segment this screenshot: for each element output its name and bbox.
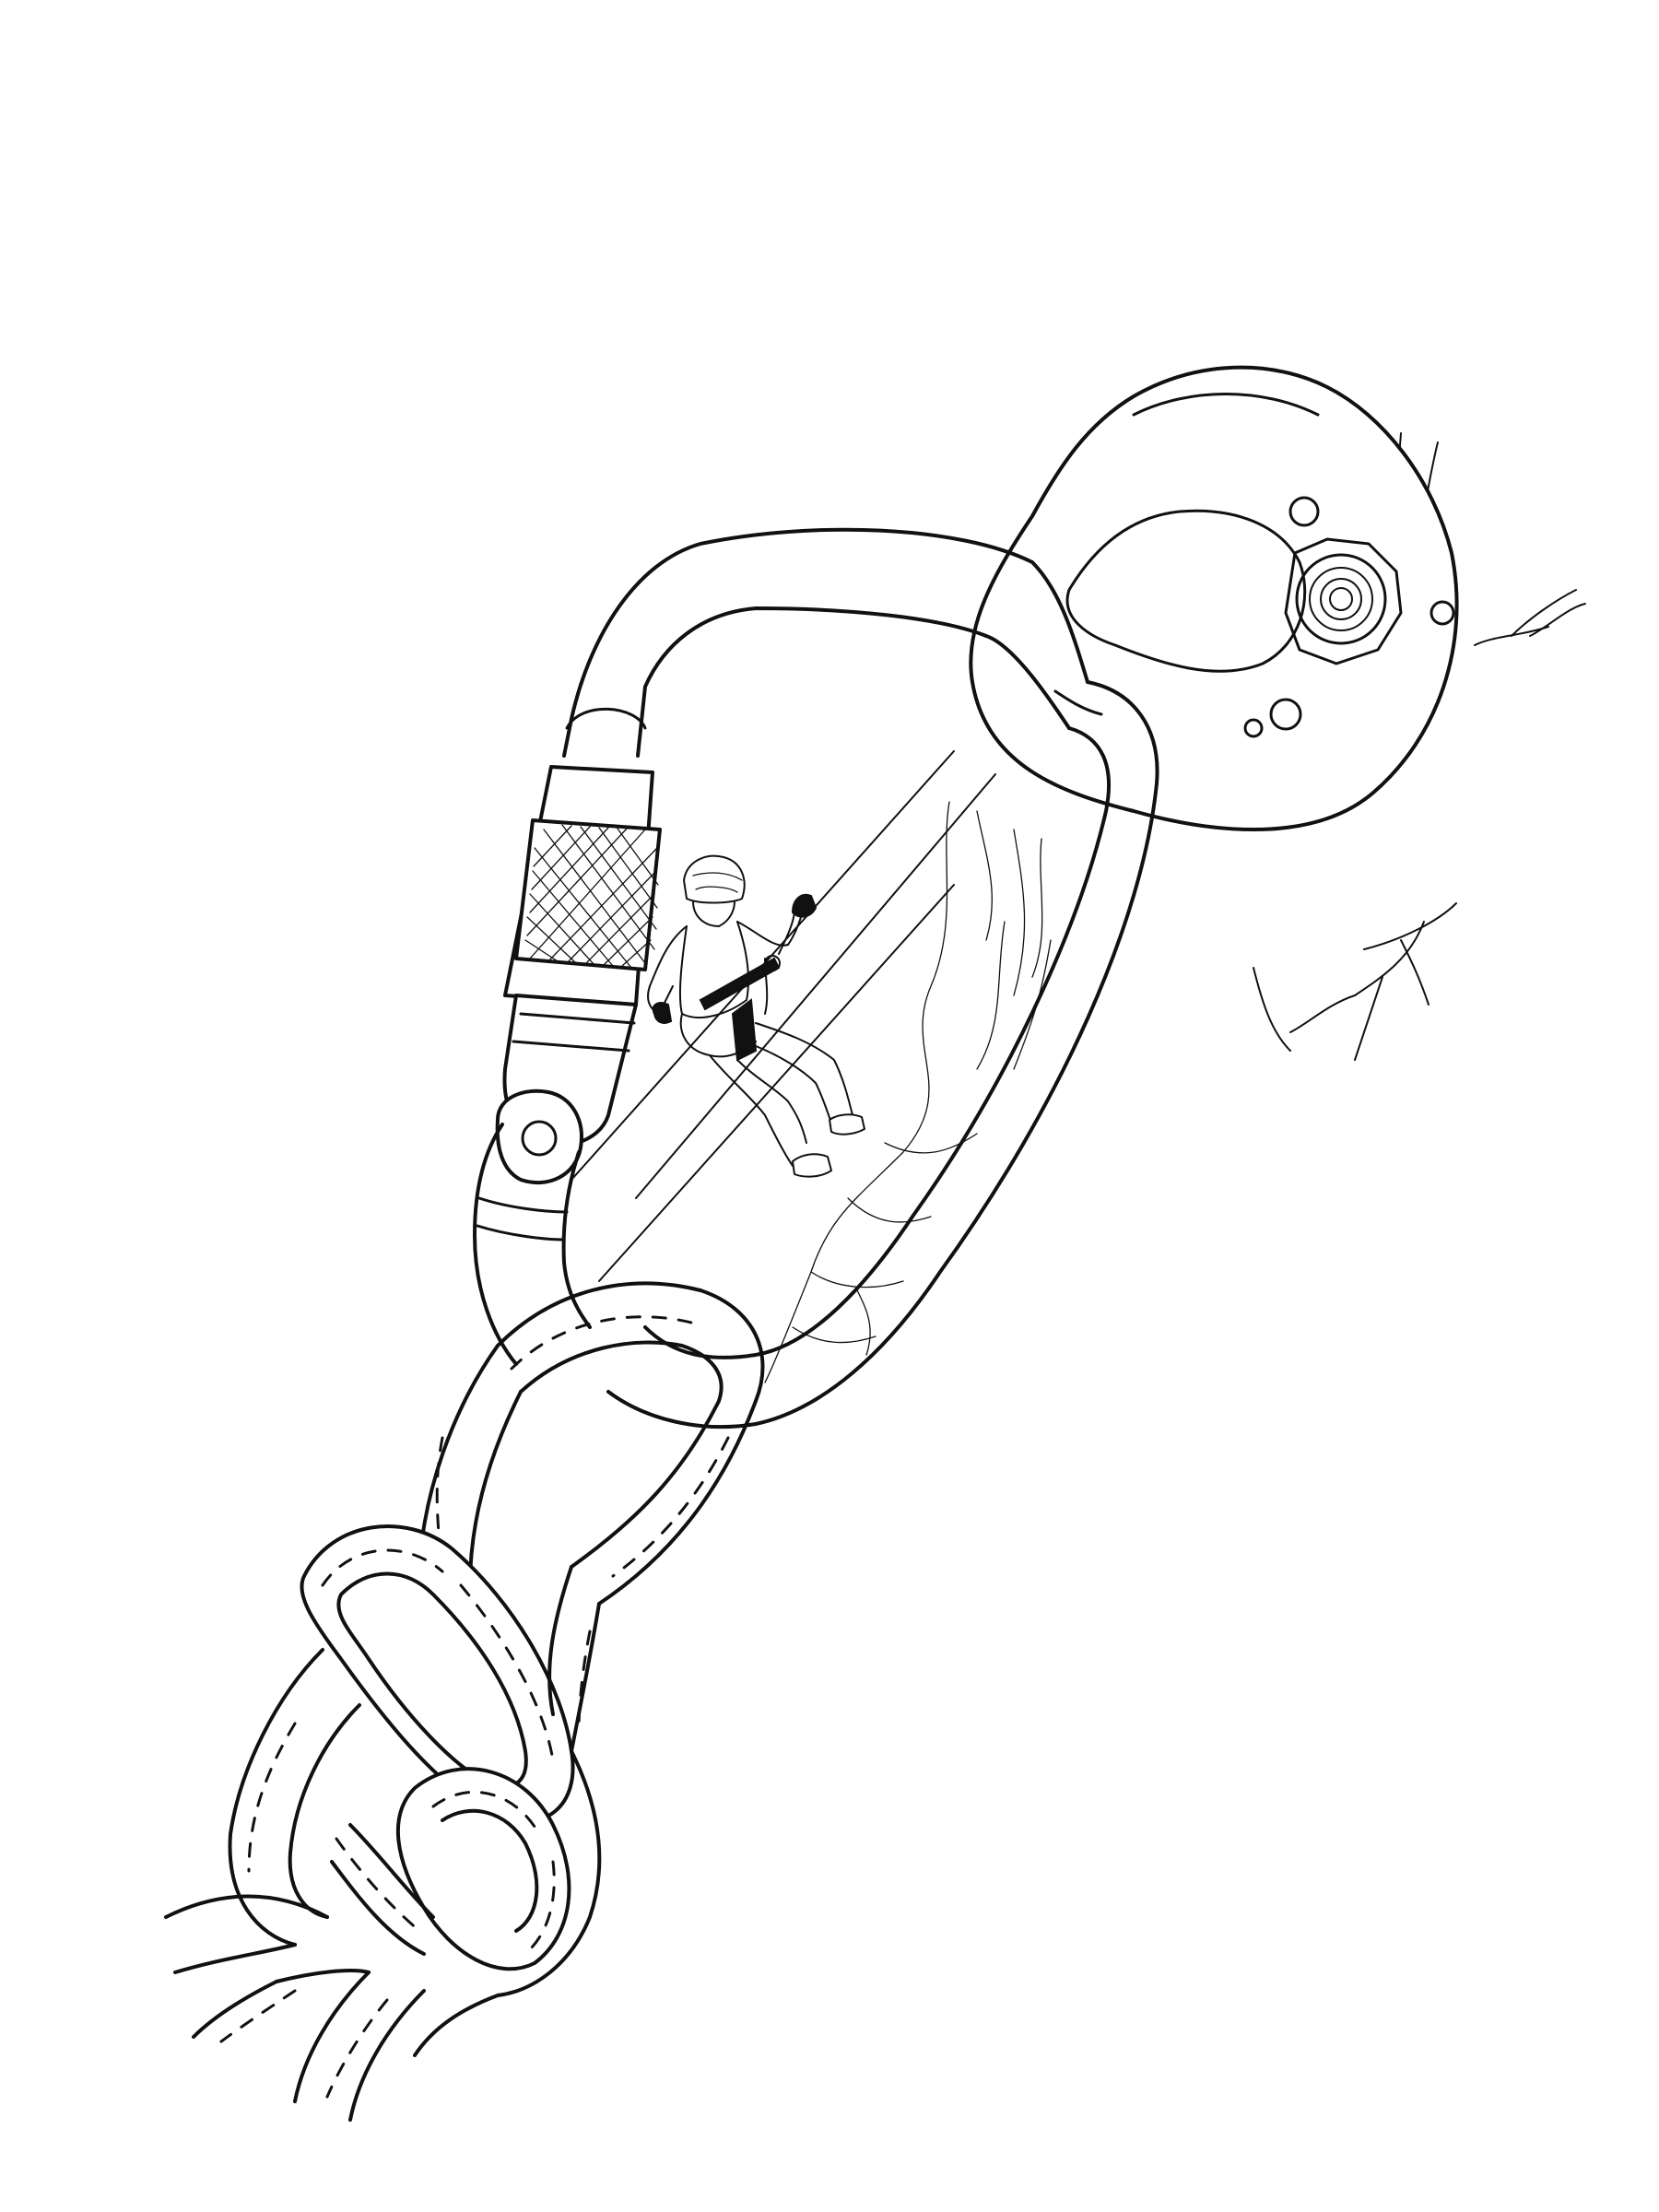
rope-loop	[418, 1281, 765, 1606]
rappelling-climber	[647, 854, 865, 1178]
bolt-hanger	[969, 365, 1459, 831]
screw-gate-carabiner	[473, 527, 1159, 1430]
figure-eight-knot	[164, 1524, 602, 2122]
knurled-grip	[524, 824, 659, 969]
rock-face	[764, 801, 1052, 1383]
